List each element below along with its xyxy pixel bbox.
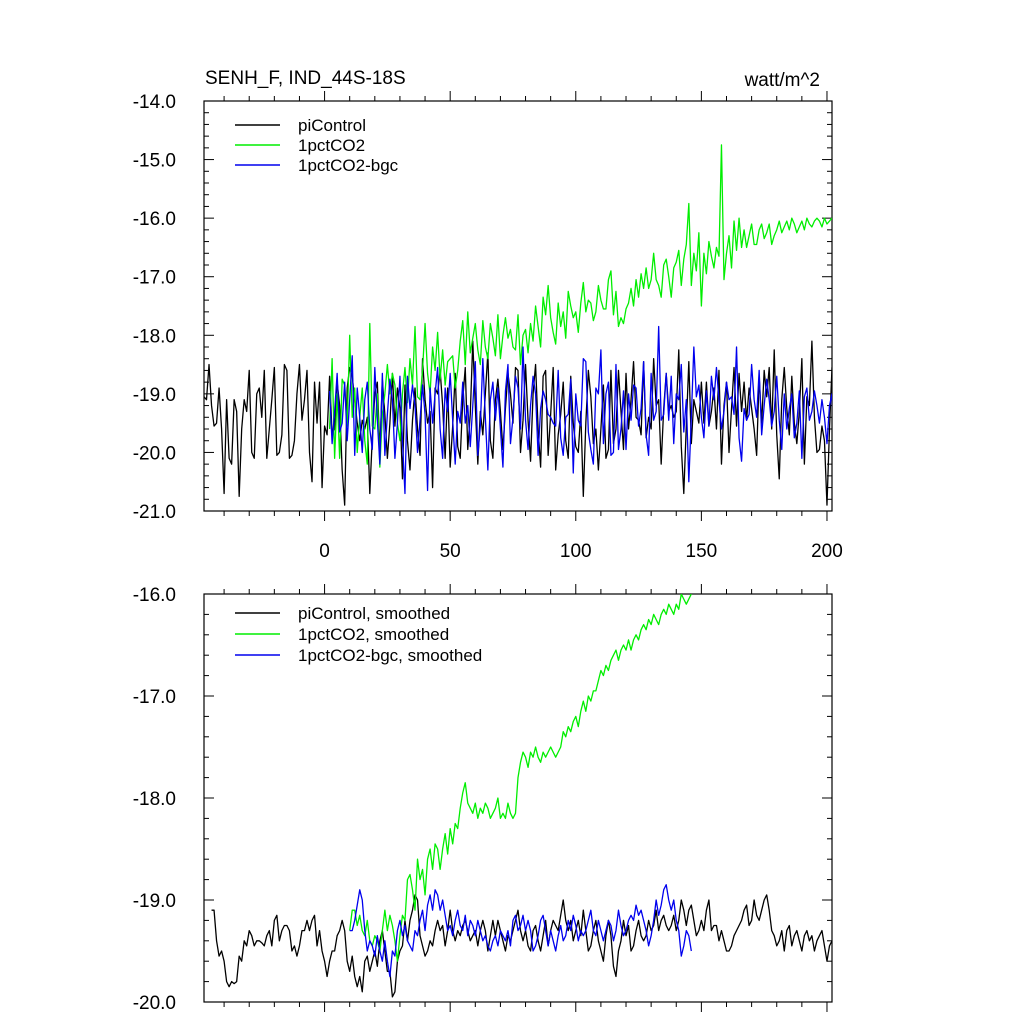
y-tick-label: -21.0 [133, 502, 176, 523]
x-tick-label: 200 [811, 541, 843, 562]
y-tick-label: -15.0 [133, 151, 176, 172]
plot-frame [203, 100, 833, 512]
legend-label: piControl [298, 116, 366, 135]
top-panel: 0 50 100 150 200 -21.0 -20.0 -19.0 -18.0 -17.0 -16… [133, 91, 843, 562]
legend-label: piControl, smoothed [298, 604, 450, 623]
units-label: watt/m^2 [744, 70, 820, 91]
series-line-1pctco2 [328, 144, 832, 468]
bottom-panel: -20.0 -19.0 -18.0 -17.0 -16.0 piControl, smoo… [133, 584, 833, 1014]
y-tick-label: -17.0 [133, 687, 176, 708]
y-tick-label: -17.0 [133, 268, 176, 289]
series-line-1pctco2-bgc [328, 325, 832, 495]
series-line-picontrol [204, 340, 832, 506]
y-tick-label: -18.0 [133, 789, 176, 810]
legend-label: 1pctCO2 [298, 136, 365, 155]
legend-label: 1pctCO2-bgc [298, 156, 399, 175]
y-tick-label: -19.0 [133, 385, 176, 406]
y-tick-label: -16.0 [133, 585, 176, 606]
legend: piControl, smoothed 1pctCO2, smoothed 1pct… [235, 604, 482, 665]
series-line-1pctco2-bgc-smoothed [349, 884, 692, 978]
y-tick-label: -19.0 [133, 891, 176, 912]
chart-title: SENH_F, IND_44S-18S [205, 68, 406, 89]
y-tick-label: -20.0 [133, 443, 176, 464]
x-tick-label: 100 [560, 541, 592, 562]
legend-label: 1pctCO2, smoothed [298, 625, 449, 644]
y-tick-label: -16.0 [133, 209, 176, 230]
legend-label: 1pctCO2-bgc, smoothed [298, 646, 482, 665]
x-tick-label: 150 [686, 541, 718, 562]
series-line-1pctco2-smoothed [349, 594, 692, 962]
series-line-picontrol-smoothed [211, 894, 832, 998]
x-tick-label: 0 [319, 541, 330, 562]
y-tick-label: -18.0 [133, 326, 176, 347]
y-tick-label: -14.0 [133, 92, 176, 113]
x-tick-label: 50 [440, 541, 461, 562]
y-tick-label: -20.0 [133, 993, 176, 1014]
